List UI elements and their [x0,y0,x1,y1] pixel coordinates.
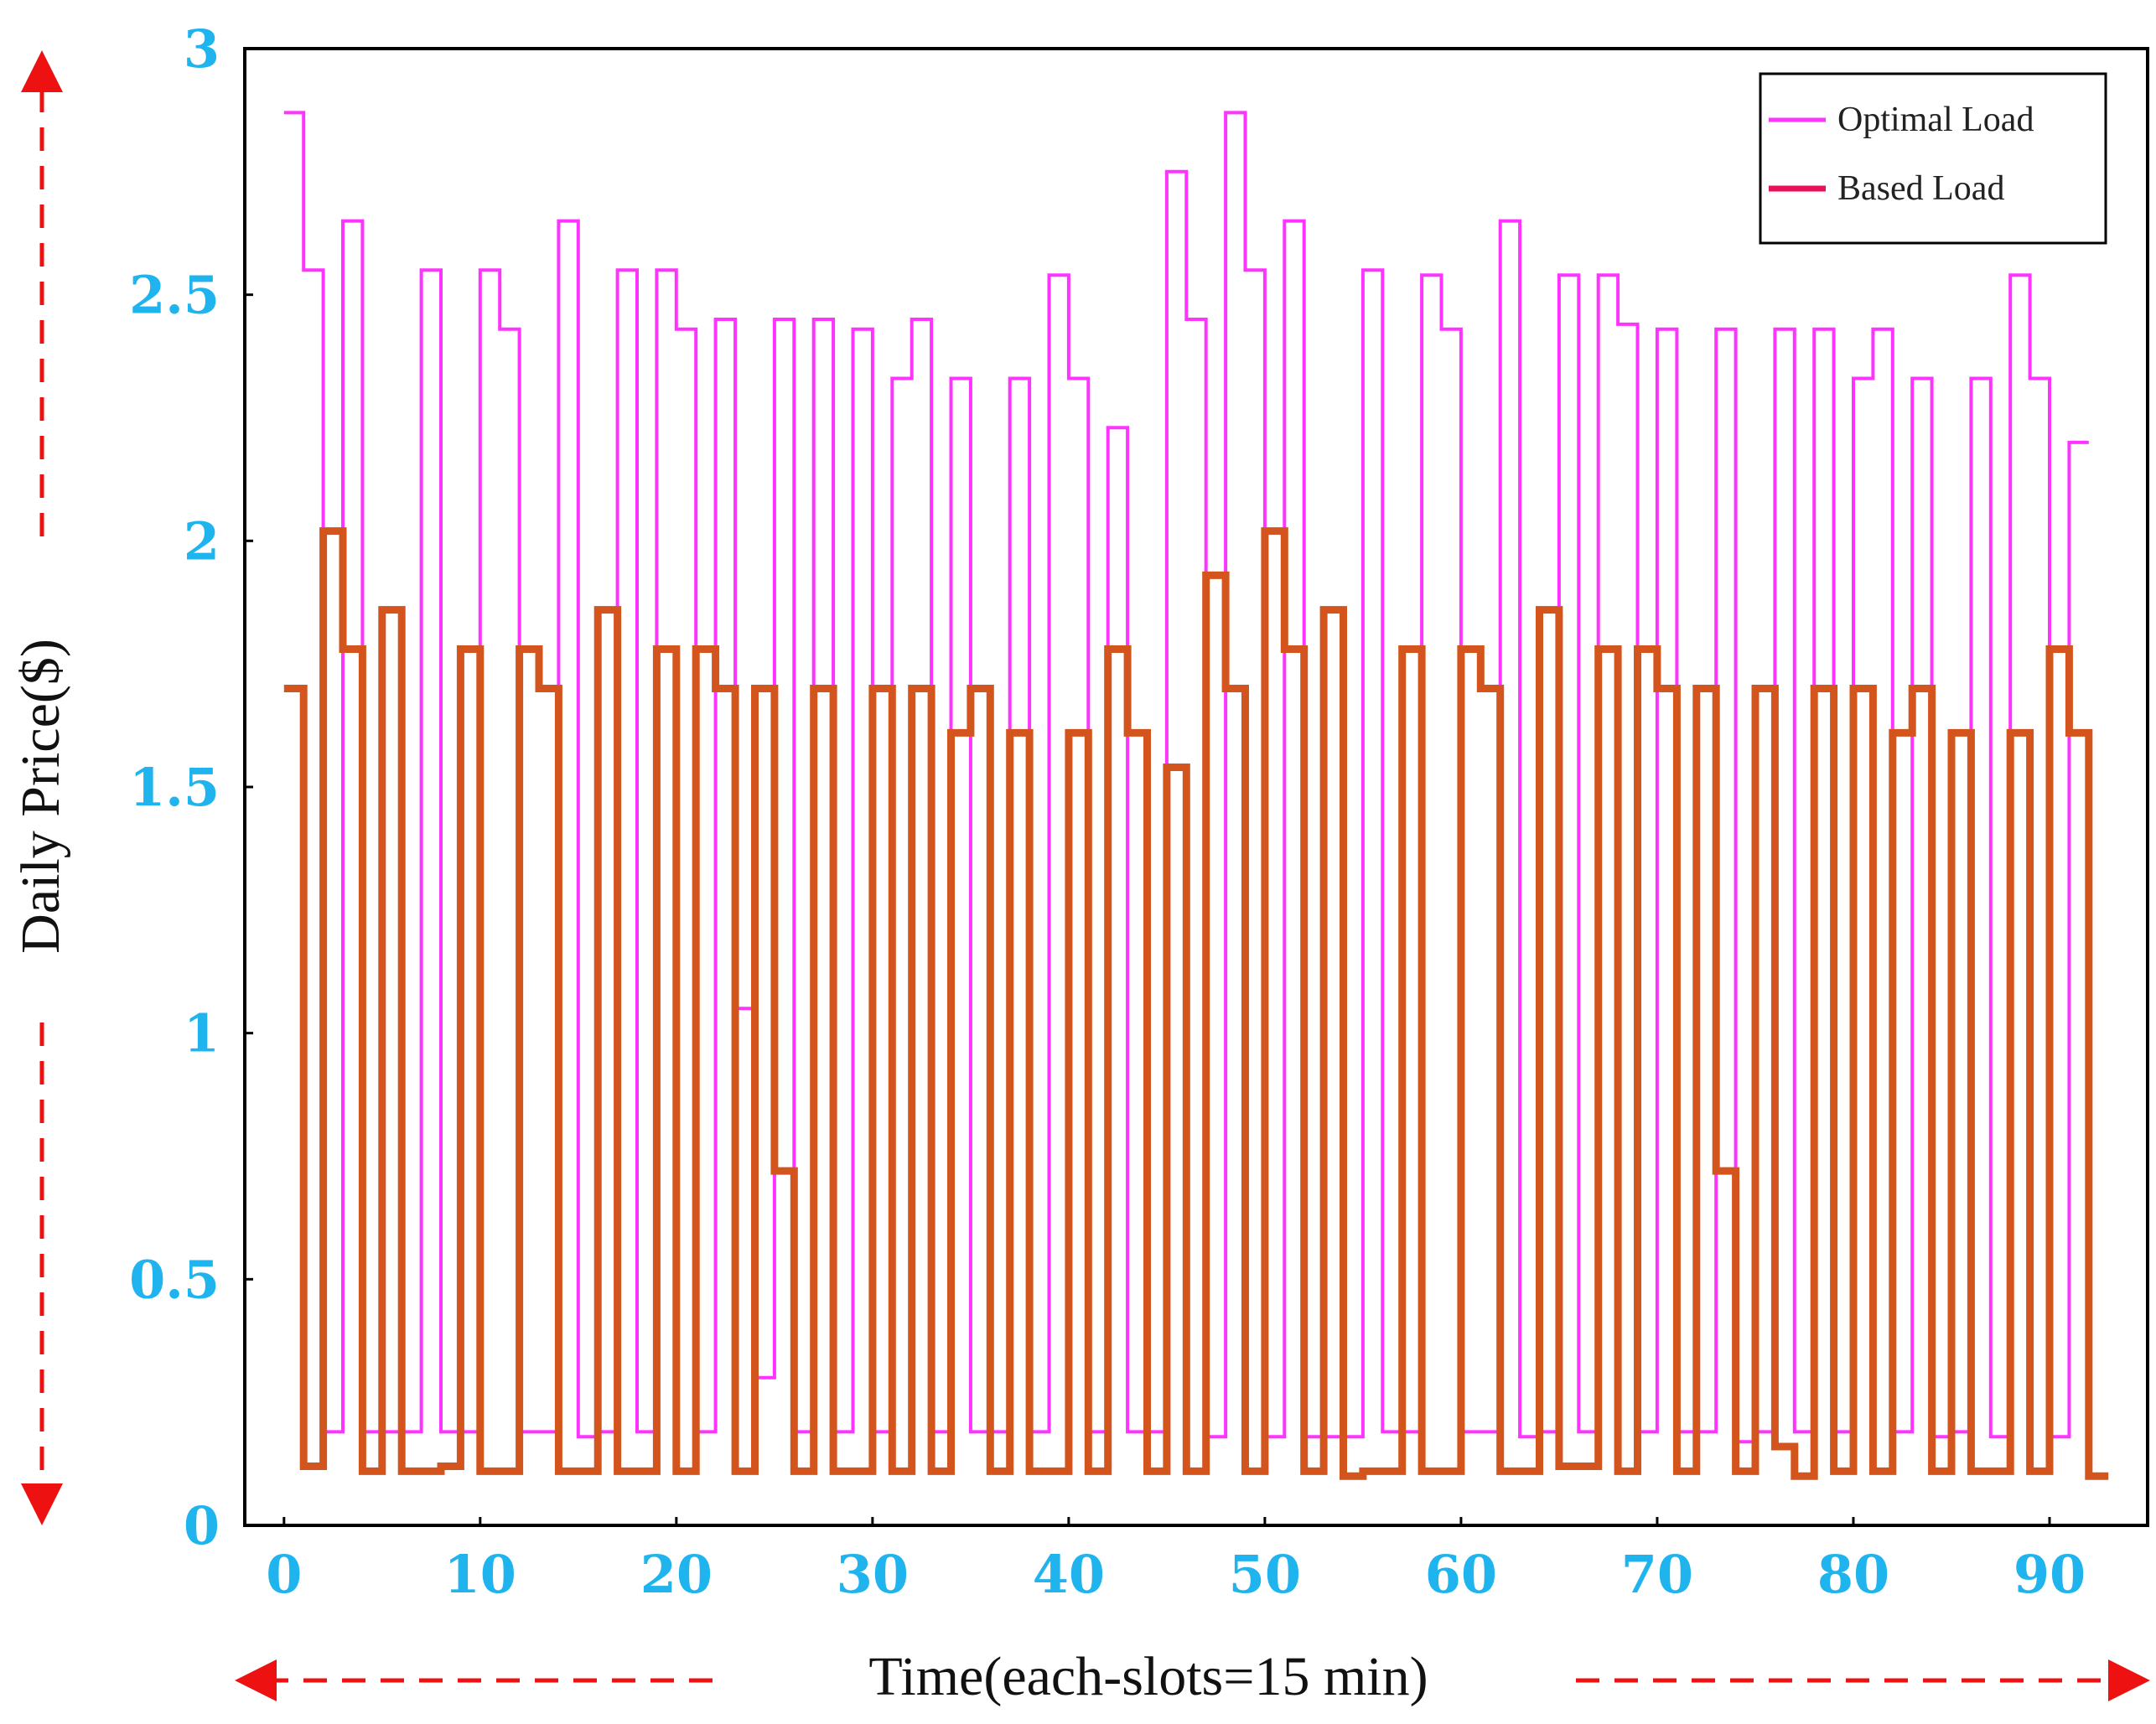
y-tick-label: 0.5 [129,1249,220,1310]
x-axis-ticks: 0 10 20 30 40 50 60 70 80 90 [266,1517,2086,1605]
y-axis-label: Daily Price($) [10,639,71,954]
y-tick-label: 1.5 [129,757,220,818]
series-layer [283,111,2109,1480]
x-tick-label: 90 [2013,1544,2086,1605]
legend: Optimal Load Based Load [1759,72,2107,245]
x-tick-label: 10 [444,1544,516,1605]
y-tick-label: 0 [184,1495,220,1556]
legend-label-based: Based Load [1837,169,2004,208]
y-tick-label: 2.5 [129,265,220,326]
y-tick-label: 1 [184,1003,220,1064]
x-tick-label: 80 [1817,1544,1889,1605]
x-tick-label: 60 [1425,1544,1497,1605]
x-tick-label: 30 [837,1544,909,1605]
x-tick-label: 50 [1229,1544,1301,1605]
x-tick-label: 20 [640,1544,713,1605]
plot-area [243,47,2149,1527]
series-line-based-load [283,527,2109,1480]
decorative-arrows [20,50,2150,1701]
x-tick-label: 40 [1033,1544,1105,1605]
y-tick-label: 2 [184,510,220,572]
y-axis-ticks: 0 0.5 1 1.5 2 2.5 3 [129,18,253,1556]
x-tick-label: 0 [266,1544,302,1605]
x-axis-label: Time(each-slots=15 min) [868,1646,1428,1707]
series-line-optimal-load [283,111,2089,1444]
x-tick-label: 70 [1621,1544,1693,1605]
y-tick-label: 3 [184,18,220,80]
legend-box [1759,72,2107,245]
legend-label-optimal: Optimal Load [1837,101,2034,139]
